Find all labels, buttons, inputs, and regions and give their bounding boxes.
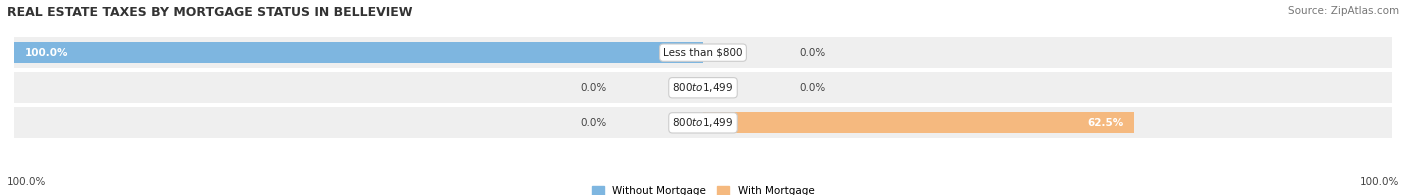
Bar (14, 107, 1392, 138)
Text: 100.0%: 100.0% (1360, 177, 1399, 187)
Text: REAL ESTATE TAXES BY MORTGAGE STATUS IN BELLEVIEW: REAL ESTATE TAXES BY MORTGAGE STATUS IN … (7, 6, 412, 19)
Bar (14, 72, 1392, 103)
Text: 62.5%: 62.5% (1087, 118, 1123, 128)
Bar (703, 112, 1133, 133)
Text: Source: ZipAtlas.com: Source: ZipAtlas.com (1288, 6, 1399, 16)
Bar (14, 42, 703, 63)
Text: 0.0%: 0.0% (581, 118, 606, 128)
Text: 0.0%: 0.0% (800, 83, 825, 93)
Text: Less than $800: Less than $800 (664, 48, 742, 58)
Text: 100.0%: 100.0% (7, 177, 46, 187)
Text: 100.0%: 100.0% (24, 48, 67, 58)
Text: 0.0%: 0.0% (581, 83, 606, 93)
Text: $800 to $1,499: $800 to $1,499 (672, 81, 734, 94)
Text: $800 to $1,499: $800 to $1,499 (672, 116, 734, 129)
Text: 0.0%: 0.0% (800, 48, 825, 58)
Legend: Without Mortgage, With Mortgage: Without Mortgage, With Mortgage (588, 182, 818, 195)
Bar (14, 37, 1392, 68)
